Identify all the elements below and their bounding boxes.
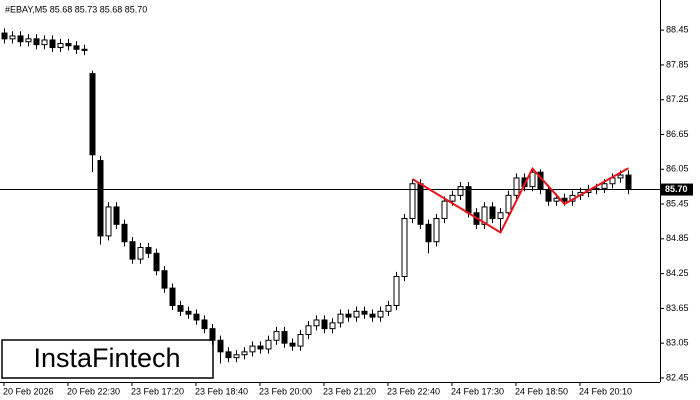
candle-body	[337, 313, 344, 324]
candle-body	[145, 247, 152, 254]
candle-body	[561, 197, 568, 202]
candle-body	[361, 310, 368, 315]
candle-body	[481, 206, 488, 225]
watermark-box	[1, 339, 214, 379]
candle-body	[465, 186, 472, 214]
y-tick-label: 82.45	[666, 372, 689, 382]
candle-body	[625, 174, 632, 191]
candle-body	[177, 304, 184, 312]
candle-body	[433, 218, 440, 243]
candle-body	[89, 73, 96, 156]
candle-body	[393, 276, 400, 306]
candle-body	[497, 212, 504, 220]
x-tick-label: 24 Feb 20:10	[579, 386, 632, 396]
candle-body	[513, 177, 520, 196]
candle-body	[617, 174, 624, 179]
candle-body	[17, 35, 24, 43]
y-tick-label: 87.85	[666, 59, 689, 69]
candle-body	[257, 345, 264, 350]
y-tick-label: 83.65	[666, 303, 689, 313]
candle-body	[601, 183, 608, 189]
candle-body	[281, 331, 288, 344]
candle-body	[305, 325, 312, 335]
candle-body	[169, 287, 176, 306]
candle-body	[1, 32, 8, 40]
candle-body	[401, 218, 408, 278]
candle-body	[33, 38, 40, 46]
candle-body	[505, 194, 512, 214]
candle-body	[553, 197, 560, 202]
candle-body	[297, 333, 304, 347]
candle-body	[345, 313, 352, 318]
candle-body	[97, 160, 104, 237]
chart-title: #EBAY,M5 85.68 85.73 85.68 85.70	[5, 4, 147, 14]
candle-body	[121, 223, 128, 243]
candle-body	[209, 328, 216, 341]
candle-body	[249, 345, 256, 353]
candle-body	[329, 322, 336, 330]
candle-body	[65, 42, 72, 47]
candle-body	[529, 171, 536, 188]
candle-body	[9, 35, 16, 40]
y-tick-label: 84.85	[666, 233, 689, 243]
candle-body	[129, 241, 136, 260]
y-tick-label: 87.25	[666, 94, 689, 104]
x-tick-label: 23 Feb 21:20	[323, 386, 376, 396]
candle-body	[225, 351, 232, 359]
candle-body	[185, 310, 192, 315]
candle-body	[313, 319, 320, 327]
candle-body	[201, 319, 208, 330]
candle-body	[289, 342, 296, 347]
y-tick-label: 86.05	[666, 164, 689, 174]
candle-body	[321, 319, 328, 330]
y-tick-label: 86.65	[666, 129, 689, 139]
candle-body	[193, 313, 200, 321]
candle-body	[113, 206, 120, 225]
candle-body	[409, 183, 416, 220]
candle-body	[545, 189, 552, 202]
candle-body	[41, 39, 48, 46]
candle-body	[273, 331, 280, 341]
candle-body	[457, 186, 464, 196]
x-tick-label: 24 Feb 18:50	[515, 386, 568, 396]
x-tick-label: 20 Feb 22:30	[67, 386, 120, 396]
x-tick-label: 23 Feb 17:20	[131, 386, 184, 396]
candle-body	[25, 38, 32, 43]
candle-body	[265, 339, 272, 350]
y-tick-label: 83.05	[666, 338, 689, 348]
candle-body	[441, 200, 448, 220]
candle-body	[385, 304, 392, 312]
candle-body	[57, 42, 64, 49]
y-tick-label: 84.25	[666, 268, 689, 278]
y-tick-label: 88.45	[666, 25, 689, 35]
watermark: InstaFintech	[33, 343, 180, 373]
candle-body	[369, 313, 376, 318]
candle-body	[49, 39, 56, 49]
current-price-box	[661, 183, 693, 196]
candle-body	[489, 206, 496, 220]
candle-body	[425, 223, 432, 243]
current-price-label: 85.70	[665, 184, 688, 194]
pattern-line	[411, 166, 629, 234]
candle-body	[161, 270, 168, 289]
candle-body	[153, 252, 160, 272]
candle-body	[73, 45, 80, 50]
y-tick-label: 85.45	[666, 198, 689, 208]
candle-body	[81, 48, 88, 51]
candle-body	[377, 310, 384, 318]
candle-body	[233, 354, 240, 359]
x-tick-label: 23 Feb 20:00	[259, 386, 312, 396]
candle-body	[105, 206, 112, 237]
candle-body	[137, 247, 144, 260]
candle-body	[217, 339, 224, 353]
x-tick-label: 23 Feb 18:40	[195, 386, 248, 396]
x-tick-label: 20 Feb 2026	[3, 386, 54, 396]
x-tick-label: 23 Feb 22:40	[387, 386, 440, 396]
candle-body	[449, 194, 456, 202]
candle-body	[241, 351, 248, 356]
x-tick-label: 24 Feb 17:30	[451, 386, 504, 396]
candle-body	[353, 310, 360, 318]
